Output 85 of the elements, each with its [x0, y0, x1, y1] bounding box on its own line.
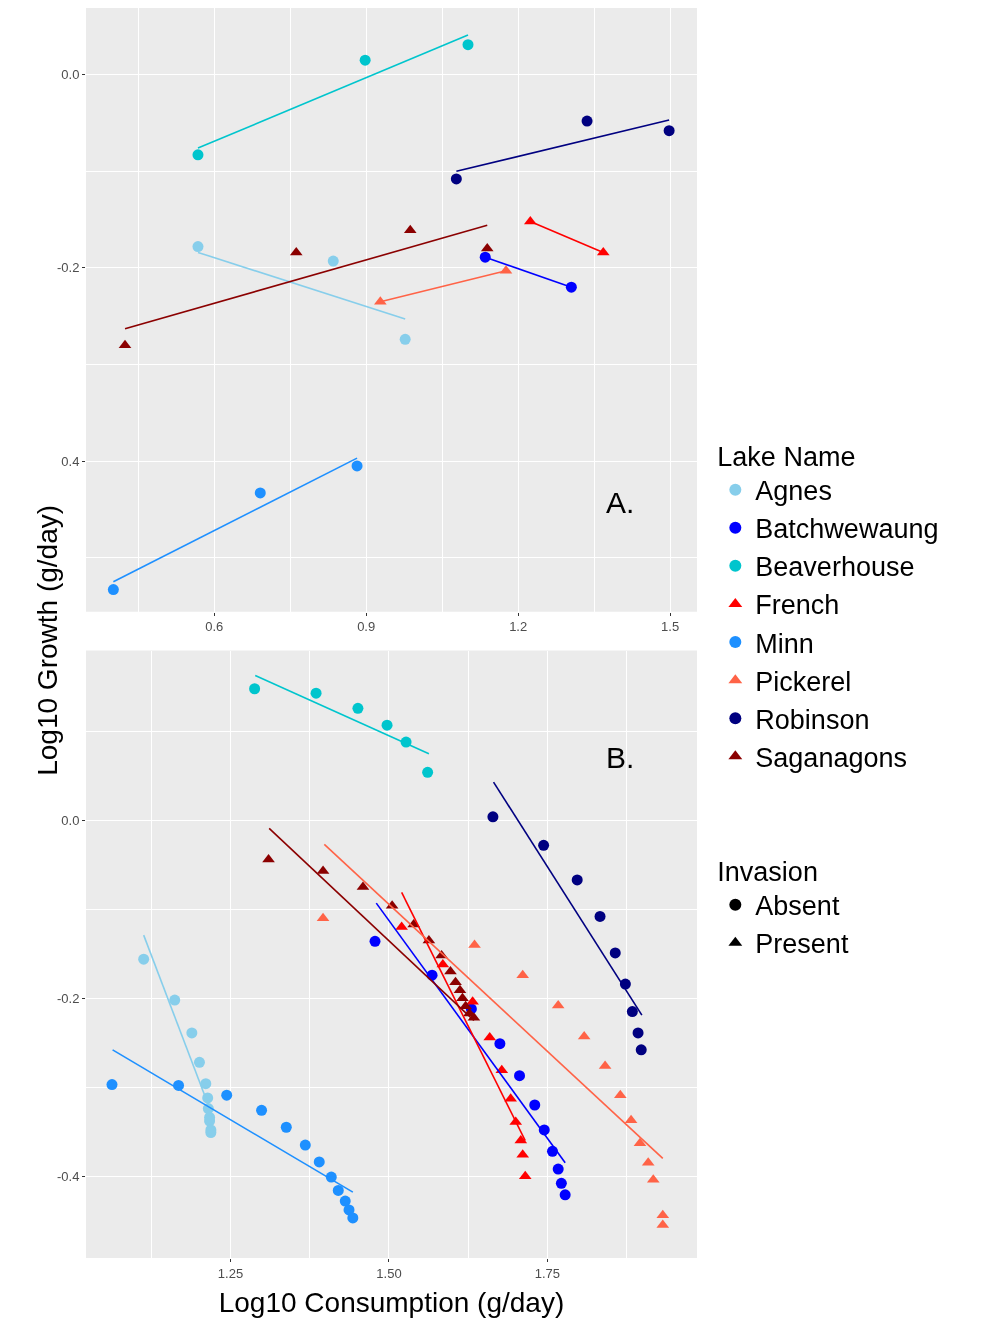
- point: [456, 992, 469, 1002]
- point: [200, 1078, 212, 1090]
- x-tick-label: 1.5: [661, 619, 680, 635]
- legend-title: Invasion: [717, 856, 818, 887]
- legend-label: French: [755, 590, 840, 621]
- point: [359, 54, 371, 66]
- point: [663, 125, 675, 137]
- point: [339, 1195, 351, 1207]
- point: [594, 910, 606, 922]
- legend-label: Robinson: [755, 704, 870, 735]
- point: [559, 1189, 571, 1201]
- point: [254, 487, 266, 499]
- point: [450, 173, 462, 185]
- point: [186, 1027, 198, 1039]
- point: [656, 1209, 670, 1219]
- point: [487, 811, 499, 823]
- y-tick-label: 0.0: [61, 67, 80, 83]
- y-tick-label: -0.4: [56, 1168, 80, 1184]
- point: [436, 958, 450, 968]
- point: [347, 1212, 359, 1224]
- point: [249, 683, 261, 695]
- point: [192, 149, 204, 161]
- point: [483, 1031, 497, 1041]
- point: [138, 953, 150, 965]
- x-tick-label: 0.6: [205, 619, 224, 635]
- point: [221, 1089, 233, 1101]
- y-tick-label: -0.2: [56, 990, 80, 1006]
- x-tick-label: 1.25: [217, 1265, 244, 1281]
- point: [256, 1104, 268, 1116]
- annotation: A.: [606, 486, 635, 519]
- point: [169, 994, 181, 1006]
- legend-label: Present: [755, 929, 849, 960]
- legend-label: Absent: [755, 891, 840, 922]
- x-axis-title: Log10 Consumption (g/day): [218, 1286, 565, 1318]
- point: [327, 255, 339, 267]
- x-tick-label: 0.9: [357, 619, 376, 635]
- point: [352, 702, 364, 714]
- point: [192, 241, 204, 253]
- point: [551, 999, 565, 1009]
- point: [514, 1070, 526, 1082]
- point: [369, 935, 381, 947]
- point: [609, 947, 621, 959]
- annotation: B.: [606, 741, 635, 774]
- point: [571, 874, 583, 886]
- point: [289, 246, 303, 256]
- point: [332, 1184, 344, 1196]
- x-tick-label: 1.2: [509, 619, 528, 635]
- point: [538, 839, 550, 851]
- legend-label: Minn: [755, 628, 814, 659]
- y-axis-title: Log10 Growth (g/day): [31, 504, 63, 776]
- point: [626, 1006, 638, 1018]
- point: [381, 719, 393, 731]
- point: [280, 1121, 292, 1133]
- point: [107, 584, 119, 596]
- point: [399, 333, 411, 345]
- point: [633, 1137, 647, 1147]
- point: [632, 1027, 644, 1039]
- point: [422, 766, 434, 778]
- point: [449, 976, 462, 986]
- legend-label: Saganagons: [755, 742, 907, 773]
- point: [552, 1163, 564, 1175]
- legend-label: Pickerel: [755, 666, 852, 697]
- point: [299, 1139, 311, 1151]
- point: [581, 115, 593, 127]
- point: [459, 1000, 473, 1010]
- point: [351, 460, 363, 472]
- x-tick-label: 1.75: [534, 1265, 561, 1281]
- y-tick-label: -0.2: [56, 260, 80, 276]
- point: [494, 1038, 506, 1050]
- point: [555, 1177, 567, 1189]
- point: [635, 1044, 647, 1056]
- point: [310, 687, 322, 699]
- point: [313, 1156, 325, 1168]
- legend-label: Batchwewaung: [755, 514, 939, 545]
- point: [462, 39, 474, 51]
- point: [529, 1099, 541, 1111]
- x-tick-label: 1.50: [376, 1265, 402, 1281]
- legend-label: Beaverhouse: [755, 552, 915, 583]
- y-tick-label: 0.0: [61, 812, 80, 828]
- point: [453, 984, 467, 994]
- legend-label: Agnes: [755, 476, 832, 507]
- point: [106, 1079, 118, 1091]
- y-tick-label: 0.4: [61, 453, 80, 469]
- legend-title: Lake Name: [717, 441, 856, 472]
- point: [193, 1056, 205, 1068]
